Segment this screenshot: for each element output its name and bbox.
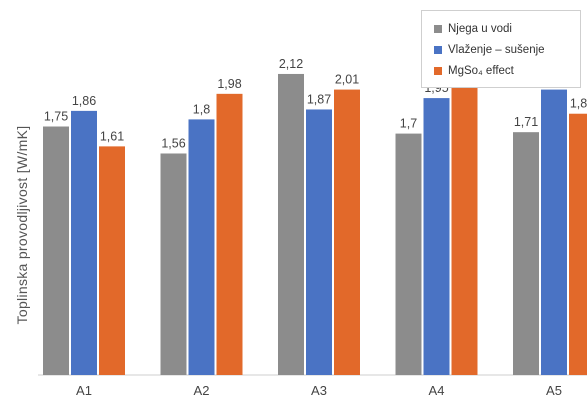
bar-a3-series-1: [278, 73, 304, 376]
bar-a1-series-1: [43, 126, 69, 375]
legend: Njega u vodi Vlaženje – sušenje MgSo₄ ef…: [421, 10, 581, 88]
legend-item-wet-dry: Vlaženje – sušenje: [434, 42, 545, 58]
bar-a2-series-3: [216, 93, 243, 375]
data-label-a3-series-2: 1,87: [307, 92, 331, 106]
y-axis-label: Toplinska provodljivost [W/mK]: [14, 125, 30, 325]
bar-a4-series-3: [451, 68, 478, 375]
data-label-a4-series-1: 1,7: [400, 117, 417, 131]
data-label-a3-series-1: 2,12: [279, 57, 303, 71]
bar-a3-series-2: [306, 109, 332, 376]
bar-a2-series-1: [160, 153, 187, 375]
x-tick-label-a5: A5: [546, 383, 562, 398]
data-label-a3-series-3: 2,01: [335, 73, 359, 87]
bar-a4-series-2: [423, 98, 450, 375]
bar-a5-series-1: [513, 132, 539, 375]
x-tick-label-a3: A3: [311, 383, 327, 398]
data-label-a5-series-1: 1,71: [514, 115, 538, 129]
legend-swatch-blue: [434, 46, 442, 54]
data-label-a1-series-1: 1,75: [44, 110, 68, 124]
data-label-a1-series-2: 1,86: [72, 94, 96, 108]
data-label-a1-series-3: 1,61: [100, 129, 124, 143]
legend-label: MgSo₄ effect: [448, 65, 514, 77]
bar-a5-series-3: [569, 113, 587, 375]
bars-group: [43, 68, 587, 376]
x-tick-label-a2: A2: [194, 383, 210, 398]
legend-swatch-gray: [434, 25, 442, 33]
bar-a3-series-3: [334, 89, 360, 375]
x-tick-label-a1: A1: [76, 383, 92, 398]
bar-a5-series-2: [541, 89, 567, 375]
bar-a1-series-3: [99, 146, 125, 375]
legend-label: Njega u vodi: [448, 23, 512, 35]
legend-item-water-curing: Njega u vodi: [434, 21, 512, 37]
legend-item-mgso4: MgSo₄ effect: [434, 63, 514, 79]
data-label-a2-series-1: 1,56: [161, 136, 185, 150]
legend-label: Vlaženje – sušenje: [448, 44, 545, 56]
data-label-a2-series-2: 1,8: [193, 102, 210, 116]
bar-a4-series-1: [395, 133, 422, 375]
x-tick-labels-group: A1 A2 A3 A4 A5: [76, 383, 562, 398]
legend-swatch-orange: [434, 67, 442, 75]
x-tick-label-a4: A4: [429, 383, 445, 398]
bar-a1-series-2: [71, 110, 97, 375]
data-label-a5-series-3: 1,84: [570, 97, 587, 111]
data-label-a2-series-3: 1,98: [217, 77, 241, 91]
bar-a2-series-2: [188, 119, 215, 376]
